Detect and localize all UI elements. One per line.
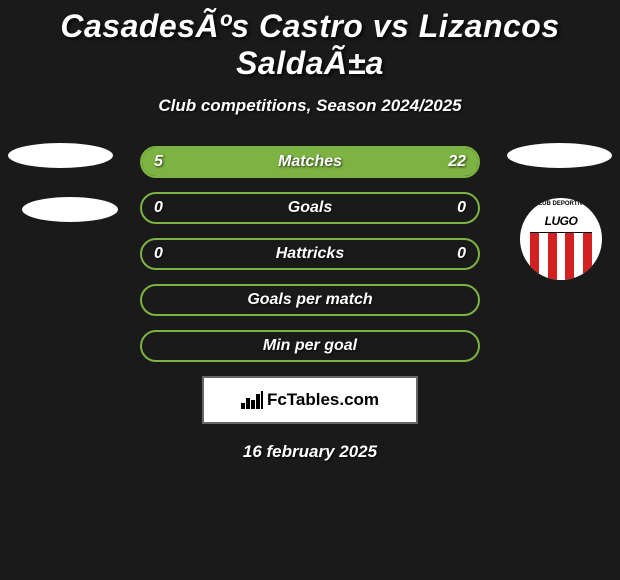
stat-label: Hattricks: [142, 245, 478, 263]
lugo-badge: CLUB DEPORTIVO LUGO: [520, 198, 602, 280]
stat-value-right: 22: [448, 153, 466, 171]
player-avatar-right: [507, 143, 612, 168]
bar-chart-icon: [241, 391, 263, 409]
page-title: CasadesÃºs Castro vs Lizancos SaldaÃ±a: [0, 0, 620, 82]
subtitle: Club competitions, Season 2024/2025: [0, 96, 620, 116]
stat-row: 0Hattricks0: [140, 238, 480, 270]
badge-stripes: [530, 232, 592, 280]
stat-label: Goals per match: [142, 291, 478, 309]
badge-arc-text: CLUB DEPORTIVO: [520, 201, 602, 207]
branding-box: FcTables.com: [202, 376, 418, 424]
stat-value-right: 0: [457, 199, 466, 217]
stat-row: Min per goal: [140, 330, 480, 362]
player-avatar-left: [8, 143, 113, 168]
comparison-card: CasadesÃºs Castro vs Lizancos SaldaÃ±a C…: [0, 0, 620, 462]
stat-value-right: 0: [457, 245, 466, 263]
stat-row: 5Matches22: [140, 146, 480, 178]
stat-row: 0Goals0: [140, 192, 480, 224]
stat-label: Min per goal: [142, 337, 478, 355]
stat-label: Matches: [142, 153, 478, 171]
branding-text: FcTables.com: [267, 390, 379, 410]
footer-date: 16 february 2025: [0, 442, 620, 462]
stat-row: Goals per match: [140, 284, 480, 316]
player-avatar-left-secondary: [22, 197, 118, 222]
stat-label: Goals: [142, 199, 478, 217]
badge-main-text: LUGO: [520, 214, 602, 228]
club-badge-right: CLUB DEPORTIVO LUGO: [520, 198, 602, 280]
stats-area: CLUB DEPORTIVO LUGO 5Matches220Goals00Ha…: [0, 146, 620, 362]
